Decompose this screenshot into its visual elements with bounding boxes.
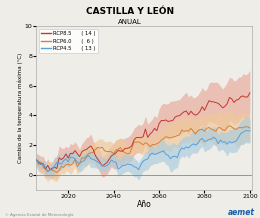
Text: CASTILLA Y LEÓN: CASTILLA Y LEÓN: [86, 7, 174, 15]
Text: aemet: aemet: [228, 208, 255, 217]
X-axis label: Año: Año: [137, 200, 152, 209]
Text: © Agencia Estatal de Meteorología: © Agencia Estatal de Meteorología: [5, 213, 74, 217]
Legend: RCP8.5      ( 14 ), RCP6.0      (  6 ), RCP4.5      ( 13 ): RCP8.5 ( 14 ), RCP6.0 ( 6 ), RCP4.5 ( 13…: [39, 29, 98, 53]
Y-axis label: Cambio de la temperatura máxima (°C): Cambio de la temperatura máxima (°C): [18, 53, 23, 163]
Text: ANUAL: ANUAL: [118, 19, 142, 25]
